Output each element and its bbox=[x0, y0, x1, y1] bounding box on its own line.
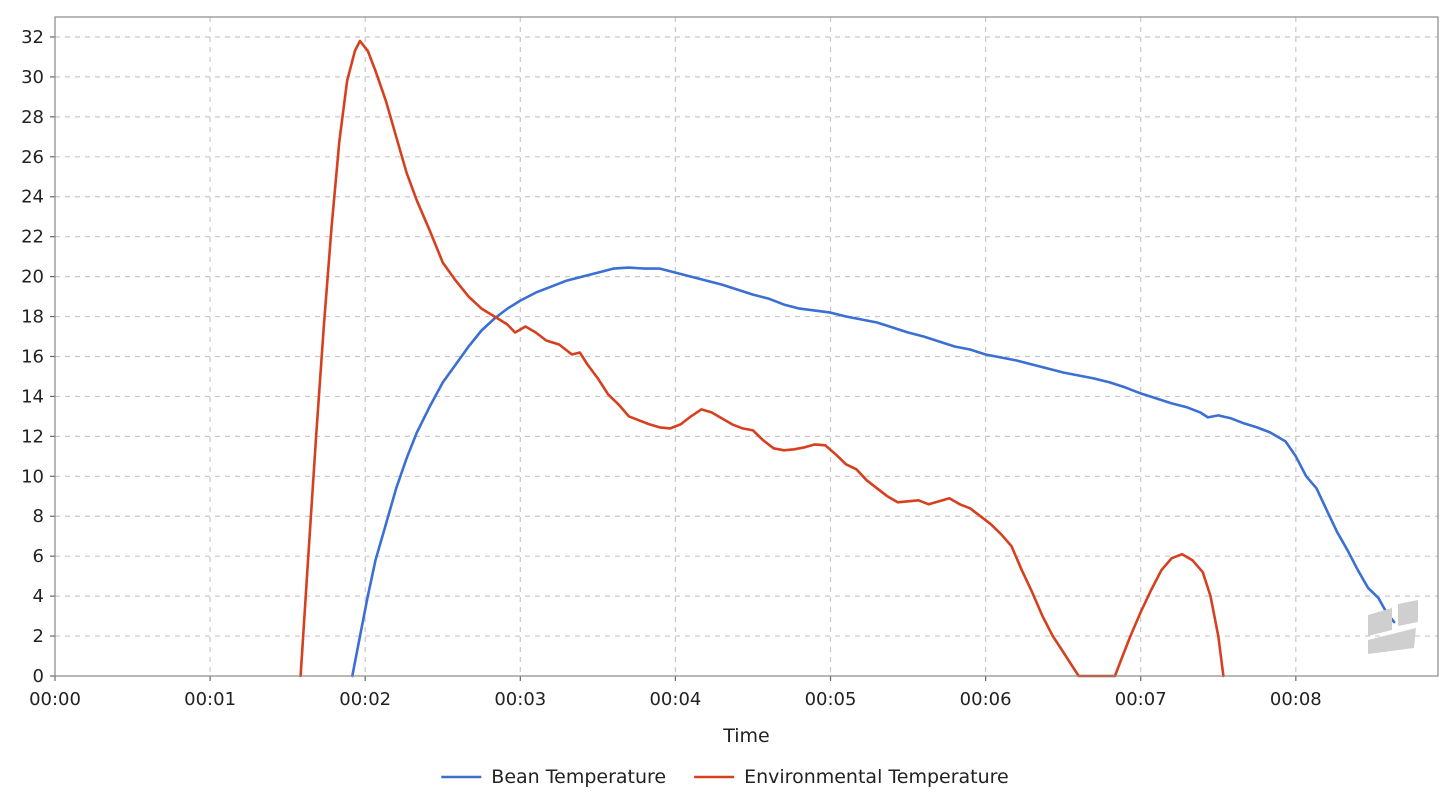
y-tick-label: 14 bbox=[21, 386, 44, 407]
y-tick-label: 22 bbox=[21, 227, 44, 248]
legend-item: Environmental Temperature bbox=[694, 766, 1009, 788]
series-lines bbox=[299, 39, 1396, 678]
legend-item: Bean Temperature bbox=[441, 766, 666, 788]
legend: Bean Temperature Environmental Temperatur… bbox=[441, 766, 1009, 788]
series-line-bean-temperature bbox=[351, 266, 1396, 678]
legend-label: Bean Temperature bbox=[491, 766, 666, 788]
y-tick-label: 32 bbox=[21, 27, 44, 48]
y-tick-label: 2 bbox=[33, 626, 44, 647]
series-line-environmental-temperature bbox=[299, 39, 1225, 678]
x-tick-label: 00:08 bbox=[1270, 689, 1322, 710]
y-tick-label: 4 bbox=[33, 586, 44, 607]
logo-watermark-icon bbox=[1368, 600, 1418, 654]
y-tick-label: 16 bbox=[21, 346, 44, 367]
x-axis-label: Time bbox=[722, 725, 770, 747]
x-tick-label: 00:01 bbox=[184, 689, 236, 710]
x-tick-label: 00:05 bbox=[805, 689, 857, 710]
axes bbox=[50, 16, 1439, 681]
x-tick-label: 00:06 bbox=[960, 689, 1012, 710]
y-tick-label: 24 bbox=[21, 187, 44, 208]
y-tick-label: 26 bbox=[21, 147, 44, 168]
y-tick-label: 10 bbox=[21, 466, 44, 487]
legend-label: Environmental Temperature bbox=[744, 766, 1009, 788]
x-tick-label: 00:07 bbox=[1115, 689, 1167, 710]
plot-frame bbox=[54, 16, 1439, 677]
x-tick-label: 00:02 bbox=[339, 689, 391, 710]
y-tick-label: 18 bbox=[21, 307, 44, 328]
y-tick-label: 0 bbox=[33, 666, 44, 687]
x-tick-label: 00:03 bbox=[494, 689, 546, 710]
y-tick-label: 8 bbox=[33, 506, 44, 527]
y-tick-label: 28 bbox=[21, 107, 44, 128]
x-tick-label: 00:04 bbox=[649, 689, 701, 710]
grid bbox=[55, 17, 1438, 676]
x-tick-label: 00:00 bbox=[29, 689, 81, 710]
y-tick-label: 12 bbox=[21, 426, 44, 447]
y-tick-label: 20 bbox=[21, 267, 44, 288]
y-tick-label: 30 bbox=[21, 67, 44, 88]
y-tick-label: 6 bbox=[33, 546, 44, 567]
